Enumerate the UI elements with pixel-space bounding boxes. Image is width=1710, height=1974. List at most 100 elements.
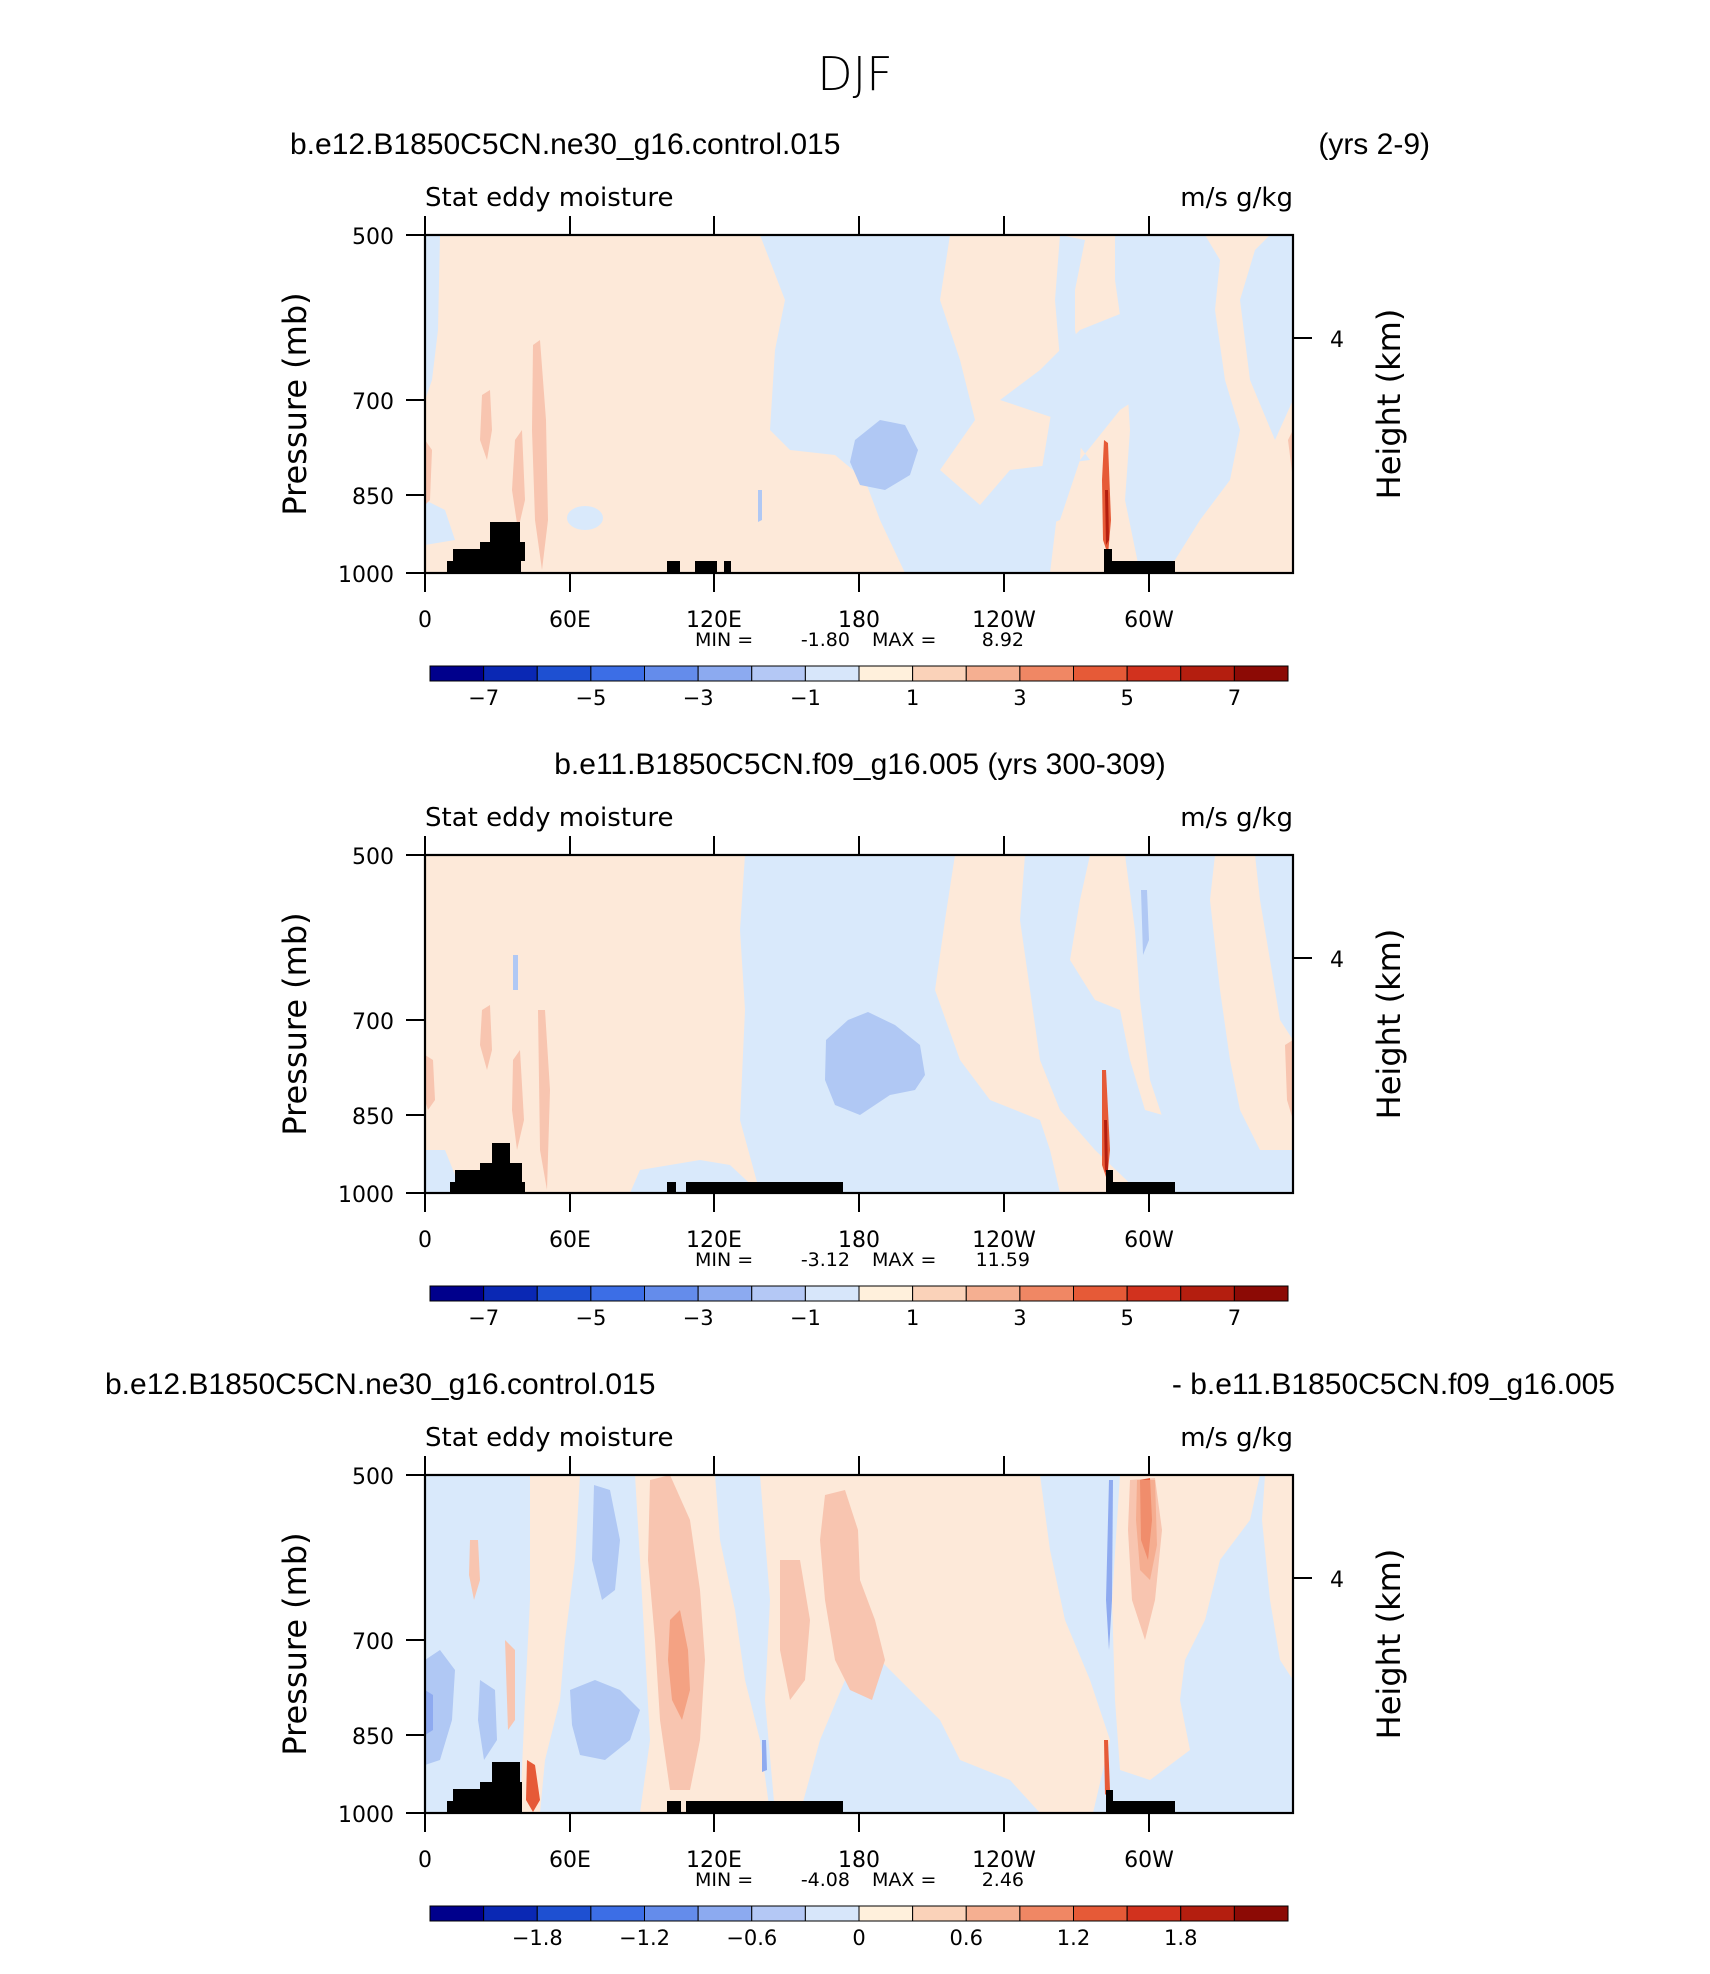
panel-2-ylabel-right: Height (km) <box>1370 929 1408 1120</box>
panel-2-plot-area <box>425 855 1293 1193</box>
panel-2-colorbar-box <box>912 1285 967 1302</box>
panel-3-terrain-asia-2 <box>686 1801 843 1813</box>
panel-1-blue-region-pacific <box>760 235 1180 573</box>
panel-2-colorbar-box <box>590 1285 646 1302</box>
panel-2-colorbar-labels: −7 −5 −3 −1 1 3 5 7 <box>468 1306 1241 1330</box>
panel-1-colorbar-labels: −7 −5 −3 −1 1 3 5 7 <box>468 686 1241 710</box>
panel-3-orange-region-far-east <box>1262 1475 1293 1680</box>
panel-2-blue-region-pacific <box>740 855 1060 1193</box>
panel-3-colorbar-label: 1.8 <box>1164 1926 1197 1950</box>
panel-2-ytick-700: 700 <box>352 1010 394 1035</box>
panel-1-dark-streak-andes <box>1105 490 1109 545</box>
panel-3-colorbar-box <box>536 1905 592 1922</box>
panel-3-colorbar-box <box>590 1905 646 1922</box>
panel-2-colorbar-label: −5 <box>575 1306 606 1330</box>
panel-3-colorbar-label: −1.8 <box>512 1926 563 1950</box>
panel-3-terrain-asia-1 <box>667 1801 681 1813</box>
panel-2-colorbar-box <box>429 1285 485 1302</box>
panel-2-axes-ticks <box>406 836 1312 1212</box>
panel-1-terrain-asia-2 <box>695 561 717 573</box>
panel-1-orange-band-3 <box>532 340 548 570</box>
panel-3-xtick-120w: 120W <box>972 1848 1036 1873</box>
panel-1-colorbar-label: −7 <box>468 686 499 710</box>
panel-2-terrain-andes <box>1106 1170 1175 1193</box>
panel-3-colorbar-box <box>965 1905 1021 1922</box>
panel-2-blue-streak-pacific <box>1141 890 1149 955</box>
panel-3-case-title-right: - b.e11.B1850C5CN.f09_g16.005 <box>1172 1368 1615 1401</box>
panel-1-blue-streak-asia <box>758 490 762 522</box>
panel-2-xtick-120w: 120W <box>972 1228 1036 1253</box>
panel-1-units: m/s g/kg <box>1180 183 1293 213</box>
panel-2-xtick-60w: 60W <box>1124 1228 1174 1253</box>
panel-1-colorbar-box <box>912 665 967 682</box>
panel-2-orange-band-west <box>425 1055 435 1110</box>
panel-2-colorbar-box <box>536 1285 592 1302</box>
panel-3-red-streak-africa <box>526 1760 540 1812</box>
panel-2-blue-region-east <box>1020 855 1250 1193</box>
panel-3-terrain-andes <box>1106 1790 1175 1813</box>
panel-2-colorbar-box <box>804 1285 860 1302</box>
panel-1-colorbar-label: 3 <box>1013 686 1026 710</box>
panel-3-colorbar-label: −0.6 <box>726 1926 777 1950</box>
panel-3-axes-ticks <box>406 1456 1312 1832</box>
panel-1-colorbar-box <box>858 665 914 682</box>
panel-3-ytick-1000: 1000 <box>338 1803 394 1828</box>
panel-1-subtitle: Stat eddy moisture <box>425 183 674 213</box>
panel-3-blue-anomaly-west-core <box>425 1690 433 1735</box>
panel-2-colorbar-label: −7 <box>468 1306 499 1330</box>
panel-1-xtick-180: 180 <box>838 608 880 633</box>
panel-3-colorbar-box <box>751 1905 806 1922</box>
panel-2-units: m/s g/kg <box>1180 803 1293 833</box>
panel-1-colorbar-box <box>644 665 699 682</box>
panel-1-colorbar <box>429 665 1289 682</box>
panel-2-colorbar-label: −1 <box>790 1306 821 1330</box>
panel-1-blue-region-east <box>1115 235 1240 573</box>
panel-2-subtitle: Stat eddy moisture <box>425 803 674 833</box>
panel-1-colorbar-box <box>751 665 806 682</box>
panel-2-xtick-0: 0 <box>418 1228 432 1253</box>
panel-2-orange-band-east <box>1285 1040 1293 1120</box>
panel-1-colorbar-label: −1 <box>790 686 821 710</box>
panel-2-dark-streak-andes <box>1104 1120 1108 1172</box>
panel-1: b.e12.B1850C5CN.ne30_g16.control.015 (yr… <box>276 128 1430 710</box>
panel-1-max-label: MAX = <box>872 629 936 651</box>
panel-1-colorbar-box <box>1126 665 1182 682</box>
panel-3-colorbar-box <box>804 1905 860 1922</box>
panel-3-blue-streak-andes <box>1106 1480 1113 1650</box>
panel-2-terrain-africa <box>450 1143 525 1193</box>
panel-1-blue-blob-south <box>567 506 603 530</box>
panel-3-colorbar-box <box>429 1905 485 1922</box>
panel-1-colorbar-label: −5 <box>575 686 606 710</box>
panel-3-blue-anomaly-africa <box>478 1680 497 1760</box>
panel-1-case-title: b.e12.B1850C5CN.ne30_g16.control.015 <box>290 128 840 161</box>
panel-3-blue-anomaly-indian-upper <box>592 1485 620 1600</box>
panel-3-colorbar-box <box>1073 1905 1128 1922</box>
panel-2-blue-region-far-east <box>1125 855 1293 1193</box>
panel-1-ytick-850: 850 <box>352 485 394 510</box>
panel-3-blue-region-reset-1 <box>850 1680 930 1760</box>
panel-1-colorbar-box <box>804 665 860 682</box>
panel-3-colorbar-label: −1.2 <box>619 1926 670 1950</box>
panel-3-orange-band-pacific <box>820 1490 885 1700</box>
panel-1-colorbar-label: 1 <box>906 686 919 710</box>
panel-1-blue-region-africa-low <box>425 500 455 545</box>
panel-2-blue-anomaly-central <box>825 1012 925 1115</box>
panel-3-orange-band-pacific-2 <box>780 1560 810 1700</box>
panel-2-min-value: -3.12 <box>801 1249 850 1271</box>
panel-1-min-value: -1.80 <box>801 629 850 651</box>
panel-3-min-label: MIN = <box>695 1869 753 1891</box>
panel-1-orange-band-4 <box>425 440 432 505</box>
panel-2-orange-band-2 <box>512 1050 524 1150</box>
panel-3-colorbar-label: 0.6 <box>950 1926 983 1950</box>
panel-3-ytick-right-4: 4 <box>1330 1568 1344 1593</box>
panel-1-colorbar-box <box>590 665 646 682</box>
panel-2-colorbar-box <box>1073 1285 1128 1302</box>
panel-2-colorbar-label: 3 <box>1013 1306 1026 1330</box>
panel-1-terrain-africa <box>447 522 525 573</box>
panel-2-ytick-1000: 1000 <box>338 1183 394 1208</box>
panel-1-ytick-right-4: 4 <box>1330 328 1344 353</box>
panel-3-ytick-850: 850 <box>352 1725 394 1750</box>
panel-2-xtick-60e: 60E <box>549 1228 591 1253</box>
panel-2-ytick-right-4: 4 <box>1330 948 1344 973</box>
